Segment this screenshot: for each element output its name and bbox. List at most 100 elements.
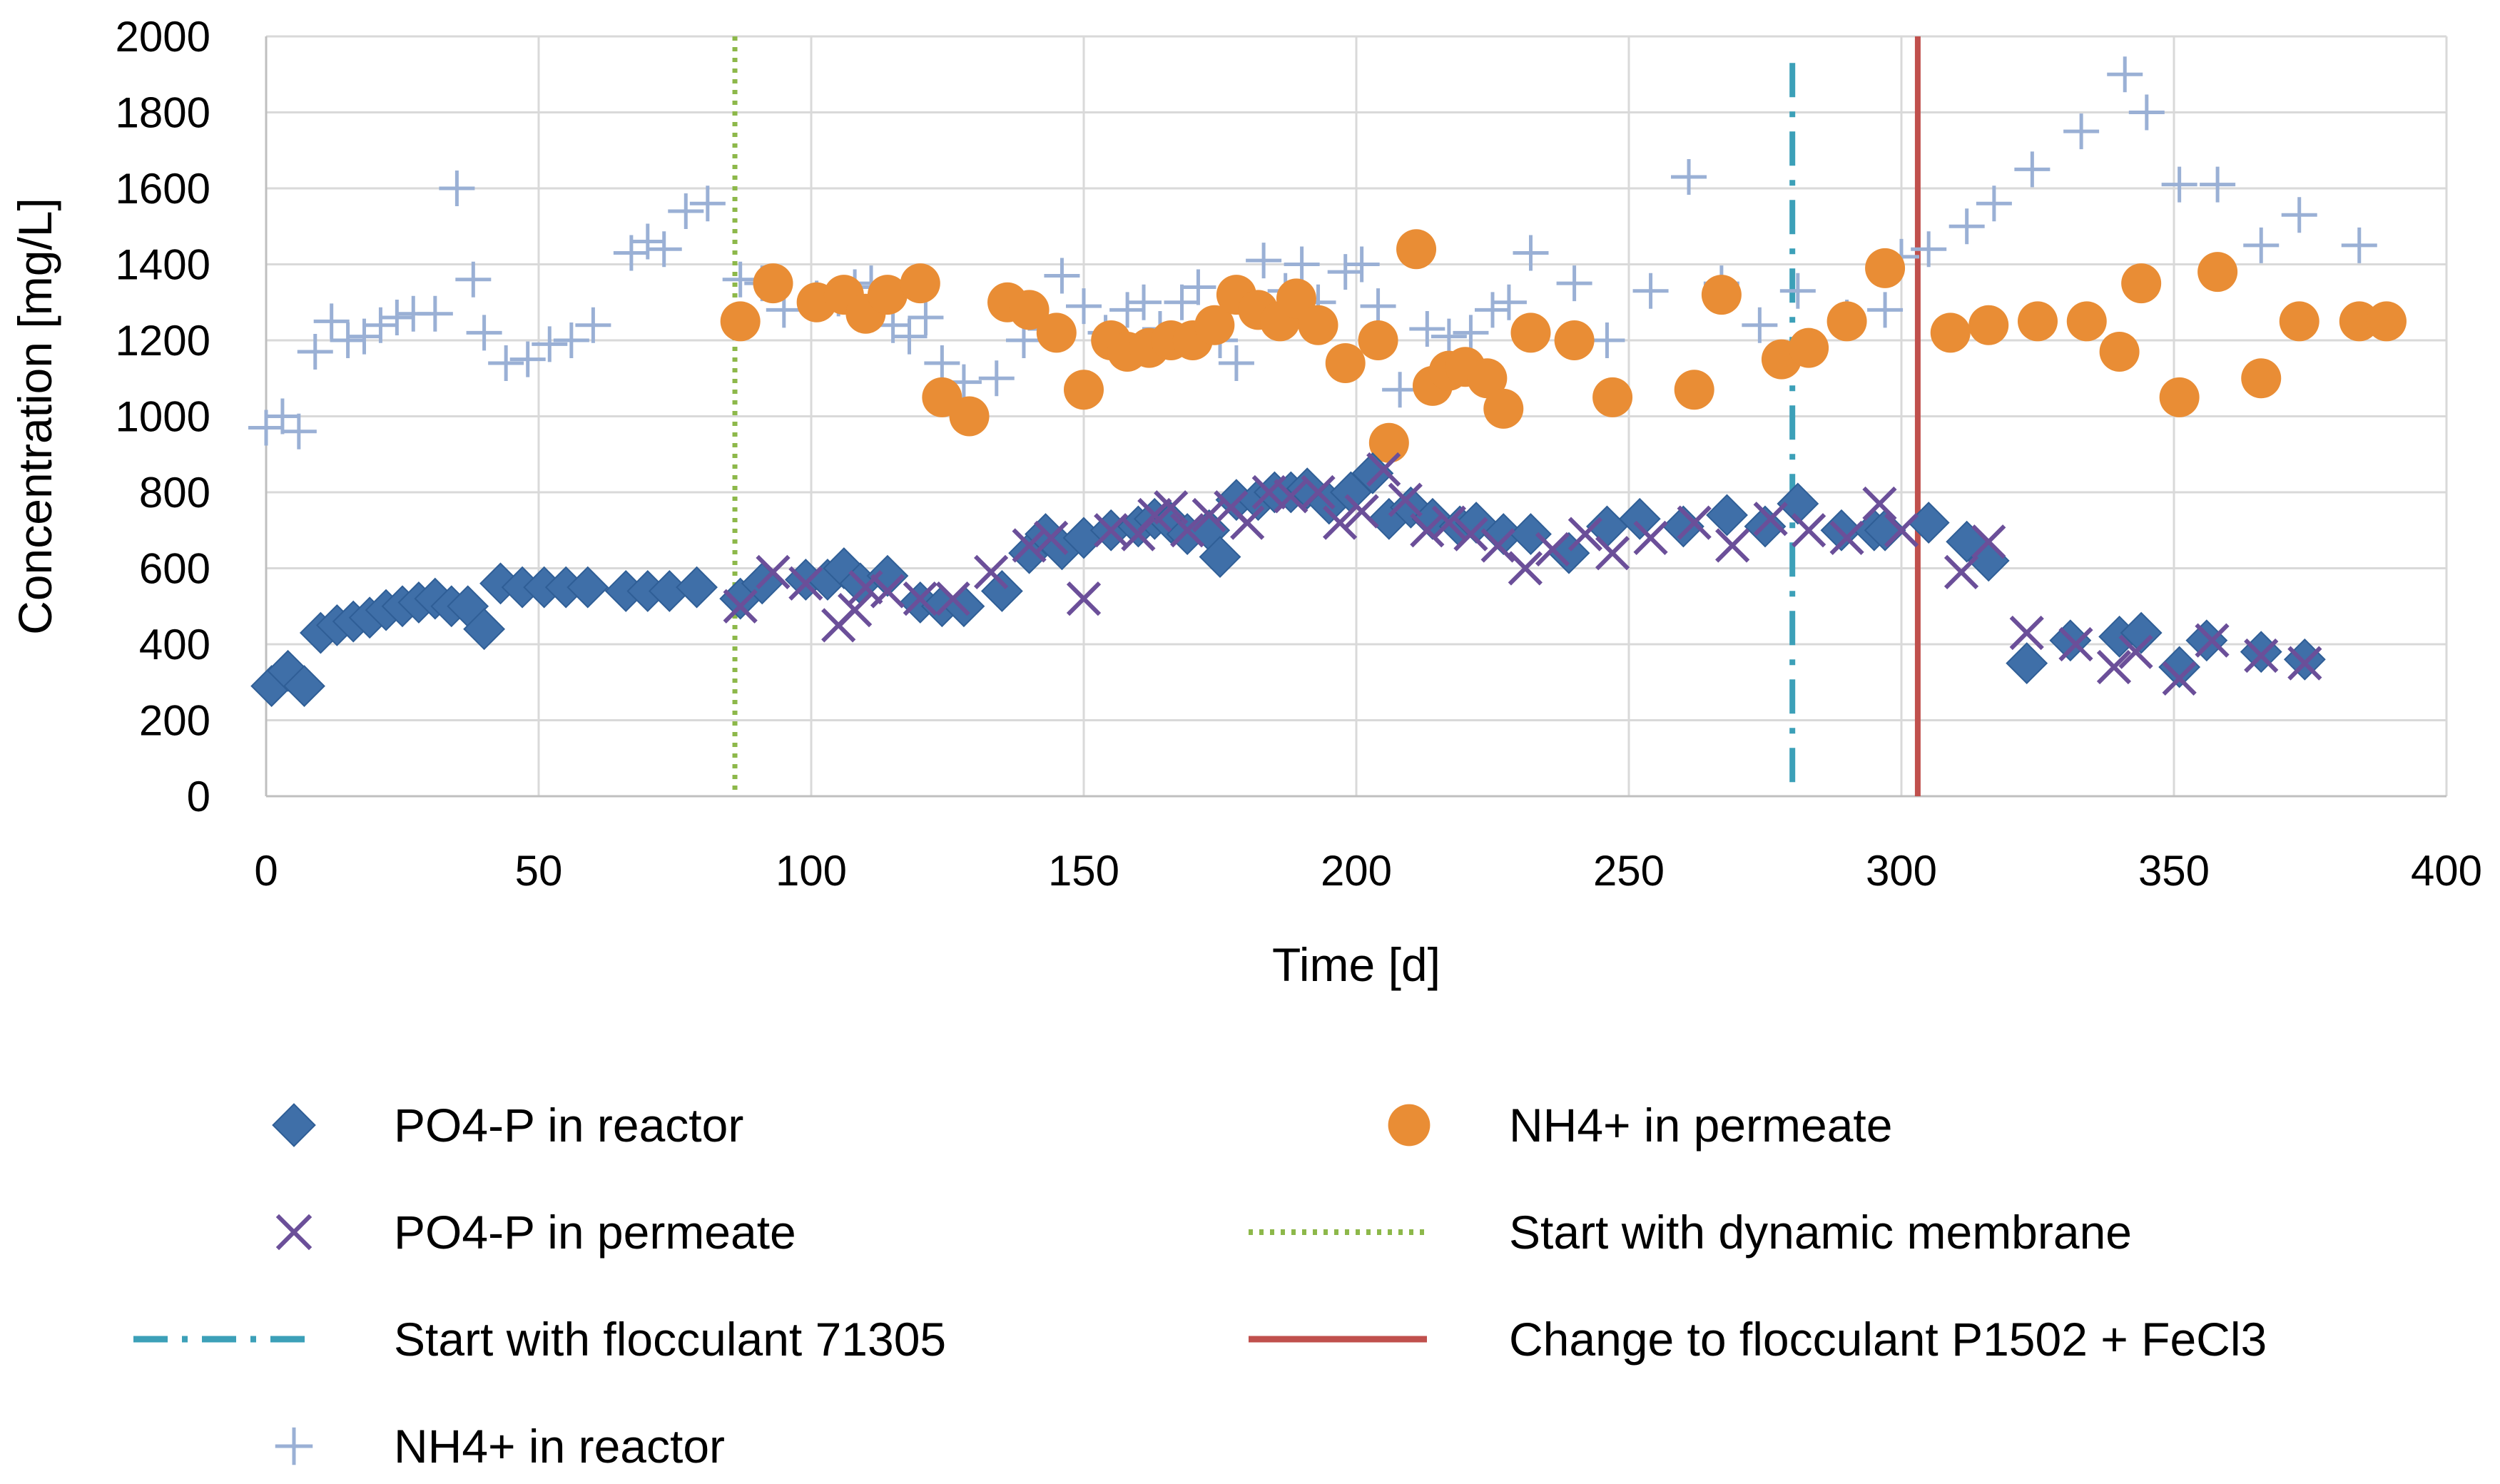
data-point <box>2158 646 2201 688</box>
x-tick-label: 150 <box>1048 847 1119 895</box>
x-axis-title: Time [d] <box>1272 938 1440 991</box>
data-point <box>417 295 453 332</box>
data-point <box>1865 248 1906 288</box>
grid <box>265 35 2448 798</box>
legend-entry: NH4+ in permeate <box>1388 1099 1892 1152</box>
legend-label: Change to flocculant P1502 + FeCl3 <box>1509 1313 2267 1366</box>
legend-entry: PO4-P in reactor <box>272 1099 743 1152</box>
data-point <box>1829 520 1864 556</box>
data-point <box>1618 497 1661 540</box>
data-point <box>722 261 758 298</box>
data-point <box>1431 505 1467 540</box>
data-point <box>1968 305 2009 345</box>
data-point <box>1976 186 2012 222</box>
data-point <box>566 566 609 609</box>
series-plus <box>248 56 2377 449</box>
data-point <box>1164 284 1200 320</box>
data-point <box>1911 231 1947 268</box>
x-tick-label: 100 <box>776 847 847 895</box>
series-x <box>723 452 2322 696</box>
y-tick-label: 1400 <box>116 241 210 289</box>
data-point <box>1480 528 1515 563</box>
data-point <box>2159 377 2200 417</box>
data-point <box>2279 301 2319 342</box>
data-point <box>2096 649 2132 685</box>
data-point <box>2241 358 2282 399</box>
y-tick-label: 2000 <box>116 13 210 61</box>
y-tick-label: 1200 <box>116 317 210 365</box>
x-tick-label: 50 <box>515 847 563 895</box>
data-point <box>2287 646 2322 681</box>
data-point <box>1382 372 1418 408</box>
data-point <box>1592 377 1633 417</box>
data-point <box>1388 482 1423 517</box>
data-point <box>1513 235 1549 271</box>
data-point <box>1246 243 1282 279</box>
data-point <box>1344 494 1379 529</box>
data-point <box>646 231 682 268</box>
data-points <box>248 56 2407 707</box>
data-point <box>1483 388 1524 429</box>
data-point <box>1595 536 1630 571</box>
data-point <box>1012 528 1047 563</box>
data-point <box>980 570 1023 612</box>
data-point <box>1396 229 1437 270</box>
x-tick-label: 250 <box>1593 847 1665 895</box>
data-point <box>1194 305 1235 345</box>
data-point <box>1230 505 1265 540</box>
x-tick-label: 350 <box>2138 847 2210 895</box>
data-point <box>1554 320 1595 360</box>
data-point <box>553 322 589 358</box>
data-point <box>488 345 524 381</box>
legend-entry: Start with flocculant 71305 <box>133 1313 946 1366</box>
data-point <box>1154 490 1189 525</box>
x-tick-label: 0 <box>254 847 278 895</box>
data-point <box>837 592 873 628</box>
data-point <box>1126 284 1162 320</box>
data-point <box>788 566 823 601</box>
data-point <box>2197 252 2238 293</box>
data-point <box>466 315 502 351</box>
data-point <box>1715 528 1750 563</box>
data-point <box>1191 497 1226 533</box>
data-point <box>1066 581 1102 616</box>
data-point <box>1431 318 1467 355</box>
data-point <box>439 171 475 206</box>
data-point <box>1510 312 1551 353</box>
data-point <box>283 665 325 707</box>
data-point <box>1556 265 1592 302</box>
y-axis-title: Concentration [mg/L] <box>9 198 61 635</box>
data-point <box>463 608 506 651</box>
data-point <box>2195 623 2230 658</box>
data-point <box>1867 292 1904 328</box>
data-point <box>1948 208 1985 245</box>
data-point <box>455 261 492 298</box>
data-point <box>1826 301 1867 342</box>
data-point <box>1009 290 1050 330</box>
data-point <box>509 341 546 377</box>
data-point <box>668 193 704 229</box>
data-point <box>756 554 791 589</box>
legend-entry: NH4+ in reactor <box>275 1420 725 1473</box>
data-point <box>1789 327 1829 368</box>
data-point <box>1066 288 1102 325</box>
data-point <box>2244 638 2279 674</box>
legend-marker-swatch <box>1388 1104 1431 1147</box>
data-point <box>1410 513 1445 548</box>
x-tick-labels: 0 50 100 150 200 250 300 350 400 <box>254 847 2482 895</box>
data-point <box>1589 322 1625 358</box>
data-point <box>942 585 985 628</box>
x-tick-label: 200 <box>1321 847 1392 895</box>
data-point <box>575 307 611 343</box>
data-point <box>1180 269 1216 305</box>
data-point <box>2185 619 2228 662</box>
data-point <box>2128 94 2165 131</box>
legend-marker-swatch <box>275 1214 312 1251</box>
y-tick-label: 1000 <box>116 393 210 441</box>
data-point <box>1325 342 1366 383</box>
x-tick-label: 400 <box>2411 847 2482 895</box>
data-point <box>1535 532 1570 566</box>
data-point <box>1930 312 1971 353</box>
data-point <box>2118 634 2153 669</box>
data-point <box>1199 536 1241 578</box>
